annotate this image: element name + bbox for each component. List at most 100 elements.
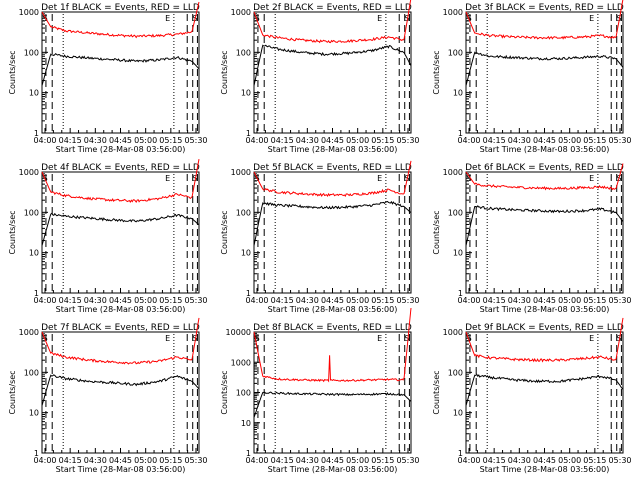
chart-title: Det 3f BLACK = Events, RED = LLD bbox=[465, 3, 624, 13]
y-tick-label: 10 bbox=[241, 89, 251, 98]
x-tick-label: 05:00 bbox=[558, 136, 581, 145]
events-series-line bbox=[253, 44, 412, 86]
segment-marker-e: E bbox=[589, 14, 594, 23]
panel-1: Det 1f BLACK = Events, RED = LLD 1 10 100 10… bbox=[8, 1, 208, 154]
y-tick-label: 1 bbox=[458, 129, 463, 138]
y-tick-label: 100 bbox=[236, 389, 251, 398]
x-tick-label: 05:30 bbox=[184, 136, 207, 145]
x-tick-label: 05:00 bbox=[346, 296, 369, 305]
chart-title: Det 4f BLACK = Events, RED = LLD bbox=[41, 163, 200, 173]
y-axis-label: Counts/sec bbox=[432, 370, 441, 414]
x-axis-label: Start Time (28-Mar-08 03:56:00) bbox=[480, 465, 610, 474]
y-tick-label: 100 bbox=[24, 48, 39, 57]
y-tick-label: 100 bbox=[236, 48, 251, 57]
chart-title: Det 8f BLACK = Events, RED = LLD bbox=[253, 323, 412, 333]
y-tick-label: 1000 bbox=[231, 358, 251, 367]
lld-series-line bbox=[253, 307, 412, 383]
x-tick-label: 05:30 bbox=[184, 296, 207, 305]
x-tick-label: 05:00 bbox=[134, 456, 157, 465]
x-tick-label: 04:30 bbox=[84, 296, 107, 305]
lld-series-line bbox=[253, 160, 412, 198]
lld-series-line bbox=[465, 163, 624, 191]
y-tick-label: 1000 bbox=[19, 8, 39, 17]
y-axis-label: Counts/sec bbox=[432, 210, 441, 254]
chart-title: Det 1f BLACK = Events, RED = LLD bbox=[41, 3, 200, 13]
x-tick-label: 04:15 bbox=[271, 456, 294, 465]
x-tick-label: 05:00 bbox=[134, 136, 157, 145]
x-tick-label: 05:15 bbox=[159, 456, 182, 465]
lld-series-line bbox=[41, 1, 200, 39]
lld-series-line bbox=[41, 159, 200, 204]
events-series-line bbox=[465, 205, 624, 246]
x-axis-label: Start Time (28-Mar-08 03:56:00) bbox=[56, 305, 186, 314]
x-tick-label: 05:15 bbox=[159, 296, 182, 305]
panel-4: Det 4f BLACK = Events, RED = LLD 1 10 100 10… bbox=[8, 159, 208, 314]
x-tick-label: 05:15 bbox=[371, 296, 394, 305]
segment-marker-s: S bbox=[193, 334, 198, 343]
y-tick-label: 100 bbox=[448, 368, 463, 377]
panel-9: Det 9f BLACK = Events, RED = LLD 1 10 100 10… bbox=[432, 317, 632, 474]
x-tick-label: 05:15 bbox=[371, 456, 394, 465]
segment-marker-s: S bbox=[255, 14, 260, 23]
x-axis-label: Start Time (28-Mar-08 03:56:00) bbox=[480, 145, 610, 154]
x-tick-label: 04:15 bbox=[483, 456, 506, 465]
x-tick-label: 05:00 bbox=[134, 296, 157, 305]
segment-marker-s: S bbox=[467, 174, 472, 183]
panel-2: Det 2f BLACK = Events, RED = LLD 1 10 100 10… bbox=[220, 0, 420, 154]
panel-5: Det 5f BLACK = Events, RED = LLD 1 10 100 10… bbox=[220, 160, 420, 314]
lld-series-line bbox=[465, 0, 624, 40]
x-tick-label: 05:30 bbox=[608, 136, 631, 145]
x-axis-label: Start Time (28-Mar-08 03:56:00) bbox=[56, 465, 186, 474]
x-tick-label: 04:30 bbox=[296, 296, 319, 305]
x-tick-label: 04:30 bbox=[508, 296, 531, 305]
y-axis-label: Counts/sec bbox=[220, 210, 229, 254]
x-tick-label: 04:00 bbox=[245, 136, 268, 145]
x-tick-label: 04:00 bbox=[457, 296, 480, 305]
x-tick-label: 04:45 bbox=[321, 136, 344, 145]
x-axis-label: Start Time (28-Mar-08 03:56:00) bbox=[268, 465, 398, 474]
y-tick-label: 1000 bbox=[443, 328, 463, 337]
x-tick-label: 04:45 bbox=[533, 136, 556, 145]
y-tick-label: 100 bbox=[24, 208, 39, 217]
x-tick-label: 04:00 bbox=[33, 456, 56, 465]
x-tick-label: 04:45 bbox=[321, 456, 344, 465]
x-tick-label: 04:15 bbox=[59, 136, 82, 145]
y-tick-label: 1000 bbox=[19, 168, 39, 177]
y-tick-label: 10 bbox=[29, 249, 39, 258]
x-tick-label: 05:15 bbox=[583, 136, 606, 145]
y-tick-label: 100 bbox=[24, 368, 39, 377]
y-tick-label: 1 bbox=[458, 449, 463, 458]
y-tick-label: 100 bbox=[236, 208, 251, 217]
segment-marker-s: S bbox=[617, 334, 622, 343]
y-tick-label: 1000 bbox=[443, 168, 463, 177]
y-tick-label: 1 bbox=[34, 449, 39, 458]
segment-marker-e: E bbox=[165, 174, 170, 183]
plot-frame bbox=[41, 331, 200, 454]
x-tick-label: 05:15 bbox=[159, 136, 182, 145]
y-tick-label: 1 bbox=[246, 129, 251, 138]
y-axis-label: Counts/sec bbox=[220, 370, 229, 414]
y-tick-label: 1 bbox=[34, 289, 39, 298]
x-tick-label: 05:30 bbox=[184, 456, 207, 465]
y-tick-label: 10 bbox=[29, 89, 39, 98]
x-tick-label: 04:45 bbox=[109, 456, 132, 465]
plot-frame bbox=[465, 331, 624, 454]
segment-marker-s: S bbox=[405, 14, 410, 23]
chart-title: Det 6f BLACK = Events, RED = LLD bbox=[465, 163, 624, 173]
events-series-line bbox=[253, 391, 412, 418]
y-tick-label: 1 bbox=[246, 449, 251, 458]
x-tick-label: 05:00 bbox=[558, 296, 581, 305]
y-tick-label: 10 bbox=[29, 409, 39, 418]
y-tick-label: 10 bbox=[241, 249, 251, 258]
chart-title: Det 9f BLACK = Events, RED = LLD bbox=[465, 323, 624, 333]
x-tick-label: 04:15 bbox=[271, 136, 294, 145]
x-axis-label: Start Time (28-Mar-08 03:56:00) bbox=[268, 305, 398, 314]
y-tick-label: 10 bbox=[453, 249, 463, 258]
y-axis-label: Counts/sec bbox=[8, 50, 17, 94]
segment-marker-s: S bbox=[43, 14, 48, 23]
segment-marker-e: E bbox=[165, 334, 170, 343]
y-axis-label: Counts/sec bbox=[220, 50, 229, 94]
x-axis-label: Start Time (28-Mar-08 03:56:00) bbox=[56, 145, 186, 154]
x-tick-label: 05:15 bbox=[583, 296, 606, 305]
